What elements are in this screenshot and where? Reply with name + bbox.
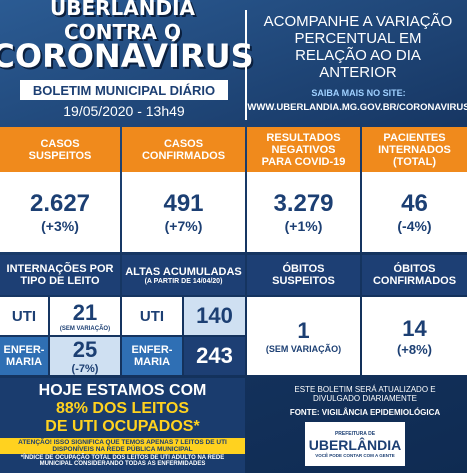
title-line1: UBERLÂNDIA CONTRA O [49,0,196,44]
hospital-label: INTERNAÇÕES POR TIPO DE LEITO [0,255,120,295]
discharge-ward-label: ENFER-MARIA [122,337,182,375]
stat-value: 46 [401,190,428,217]
occupancy-line1: HOJE ESTAMOS COM [38,382,207,399]
ward-change: (-7%) [71,363,99,375]
stat-change: (+1%) [284,218,323,234]
death-change: (+8%) [396,341,433,357]
death-label: ÓBITOS SUSPEITOS [247,255,360,295]
footnote: *ÍNDICE DE OCUPAÇÃO TOTAL DOS LEITOS DE … [20,455,225,467]
source: FONTE: VIGILÂNCIA EPIDEMIOLÓGICA [289,407,441,417]
divider [245,10,247,120]
warning: ATENÇÃO! ISSO SIGNIFICA QUE TEMOS APENAS… [0,438,245,454]
discharge-header: ALTAS ACUMULADAS (A PARTIR DE 14/04/20) [122,255,245,295]
death-cell: 14 (+8%) [362,297,467,375]
ward-label: ENFER-MARIA [0,337,48,375]
uti-label: UTI [0,297,48,335]
logo-slogan: VOCÊ PODE CONTAR COM A GENTE [315,452,395,458]
uti-cell: 21 (SEM VARIAÇÃO) [50,297,120,335]
discharge-uti-value: 140 [184,297,245,335]
uti-value: 21 [72,300,98,325]
stat-label: CASOS CONFIRMADOS [122,127,245,172]
death-cell: 1 (SEM VARIAÇÃO) [247,297,360,375]
stat-change: (+7%) [164,218,203,234]
stat-cell: 491 (+7%) [122,172,245,252]
stat-label: RESULTADOS NEGATIVOS PARA COVID-19 [247,127,360,172]
logo-name: UBERLÂNDIA [308,436,402,453]
date: 19/05/2020 - 13h49 [63,103,185,119]
site-label: SAIBA MAIS NO SITE: [311,88,406,98]
logo-top: PREFEITURA DE [334,430,376,437]
stat-change: (-4%) [397,218,432,234]
discharge-note: (A PARTIR DE 14/04/20) [144,277,223,285]
site: WWW.UBERLANDIA.MG.GOV.BR/CORONAVIRUS [247,101,467,113]
death-label: ÓBITOS CONFIRMADOS [362,255,467,295]
subtitle: BOLETIM MUNICIPAL DIÁRIO [20,80,228,100]
title-line2: CORONAVÍRUS [0,37,254,75]
uti-change: (SEM VARIAÇÃO) [59,326,111,332]
info: ACOMPANHE A VARIAÇÃO PERCENTUAL EM RELAÇ… [263,13,453,81]
stat-value: 3.279 [273,190,334,217]
update: ESTE BOLETIM SERÁ ATUALIZADO E DIVULGADO… [294,385,436,403]
stat-cell: 46 (-4%) [362,172,467,252]
death-value: 14 [402,315,427,341]
occupancy-line2: 88% DOS LEITOS [55,400,190,417]
occupancy: HOJE ESTAMOS COM 88% DOS LEITOS DE UTI O… [0,378,245,473]
occupancy-line3: DE UTI OCUPADOS* [45,418,200,435]
death-value: 1 [297,318,310,343]
discharge-label: ALTAS ACUMULADAS [125,265,242,278]
death-change: (SEM VARIAÇÃO) [265,344,342,354]
stat-label: PACIENTES INTERNADOS (TOTAL) [362,127,467,172]
stat-value: 2.627 [29,190,91,217]
stat-label: CASOS SUSPEITOS [0,127,120,172]
logo: PREFEITURA DE UBERLÂNDIA VOCÊ PODE CONTA… [305,422,405,466]
stat-change: (+3%) [41,218,79,234]
stat-cell: 3.279 (+1%) [247,172,360,252]
stat-cell: 2.627 (+3%) [0,172,120,252]
stat-value: 491 [163,190,204,217]
discharge-uti-label: UTI [122,297,182,335]
discharge-ward-value: 243 [184,337,245,375]
ward-cell: 25 (-7%) [50,337,120,375]
ward-value: 25 [72,337,98,362]
